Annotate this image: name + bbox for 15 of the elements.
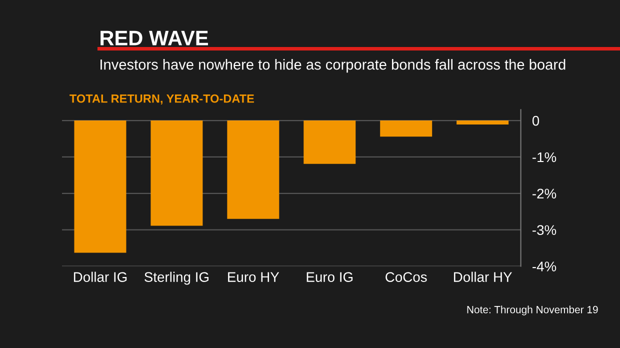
x-tick-label: Euro HY <box>228 272 280 282</box>
x-tick-label: Euro IG <box>306 272 353 282</box>
x-tick-label: Sterling IG <box>144 272 208 285</box>
chart-subtitle: Investors have nowhere to hide as corporate bonds fall across the board <box>100 59 566 73</box>
x-tick-label: CoCos <box>386 272 427 282</box>
chart-title: RED WAVE <box>100 30 208 46</box>
y-axis-title: TOTAL RETURN, YEAR-TO-DATE <box>70 94 254 104</box>
x-tick-label: Dollar HY <box>454 272 512 282</box>
y-tick-label: -4% <box>532 262 556 272</box>
y-tick-label: -2% <box>532 188 556 198</box>
y-tick-label: -3% <box>532 225 556 235</box>
text: Note: Through November 19 <box>467 306 598 316</box>
x-tick-label: Dollar IG <box>74 272 127 282</box>
y-tick-label: 0 <box>532 116 540 126</box>
y-tick-label: -1% <box>532 152 556 162</box>
